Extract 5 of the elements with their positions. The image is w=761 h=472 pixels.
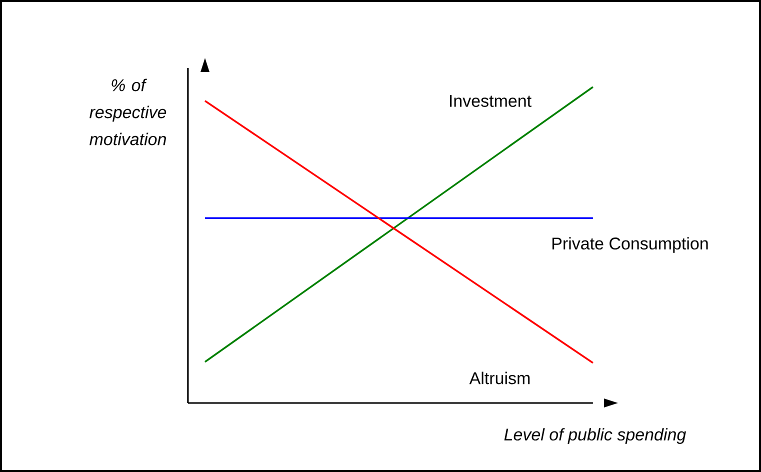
series-label: Investment [450, 95, 532, 107]
x-axis-title: Level of public spending [504, 428, 686, 444]
text: Altruism [469, 372, 530, 384]
series-label: Private Consumption [552, 237, 708, 253]
y-axis-title: % of respective motivation [90, 78, 166, 146]
